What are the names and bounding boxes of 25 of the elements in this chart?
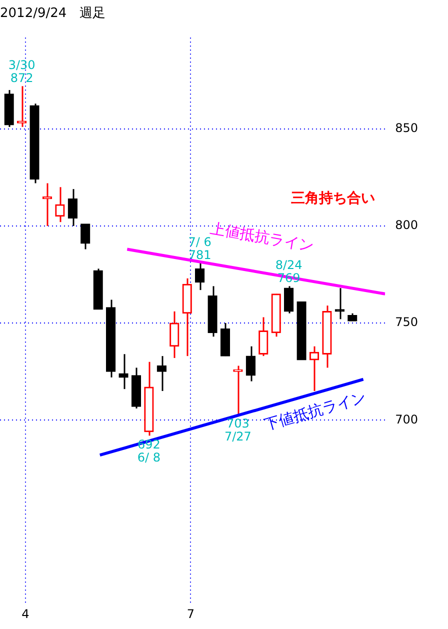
chart-title: 2012/9/24 週足 <box>0 6 106 22</box>
candlestick <box>68 188 78 227</box>
candlestick <box>16 85 27 128</box>
y-tick-label: 700 <box>395 412 418 426</box>
candlestick <box>334 287 345 320</box>
annotation: 692 6/ 8 <box>137 438 161 465</box>
annotation: 7/ 6 781 <box>188 234 212 262</box>
annotation: 703 7/27 <box>224 416 252 444</box>
annotation: 三角持ち合い <box>291 190 376 207</box>
candlestick <box>170 310 180 359</box>
x-tick-label: 4 <box>22 606 30 621</box>
candlestick <box>284 285 294 314</box>
candlestick <box>309 346 320 392</box>
candlestick <box>258 316 268 357</box>
x-tick-label: 7 <box>186 606 195 621</box>
annotation: 3/30 872 <box>8 58 36 86</box>
y-tick-label: 800 <box>395 218 418 232</box>
candlestick <box>118 353 128 390</box>
y-tick-label: 850 <box>395 120 418 135</box>
text: 下値抵抗ライン <box>262 388 368 434</box>
candlestick <box>80 223 90 250</box>
candlestick <box>55 186 65 223</box>
candlestick <box>246 346 256 382</box>
y-tick-label: 750 <box>395 315 418 330</box>
candlestick <box>156 355 166 392</box>
